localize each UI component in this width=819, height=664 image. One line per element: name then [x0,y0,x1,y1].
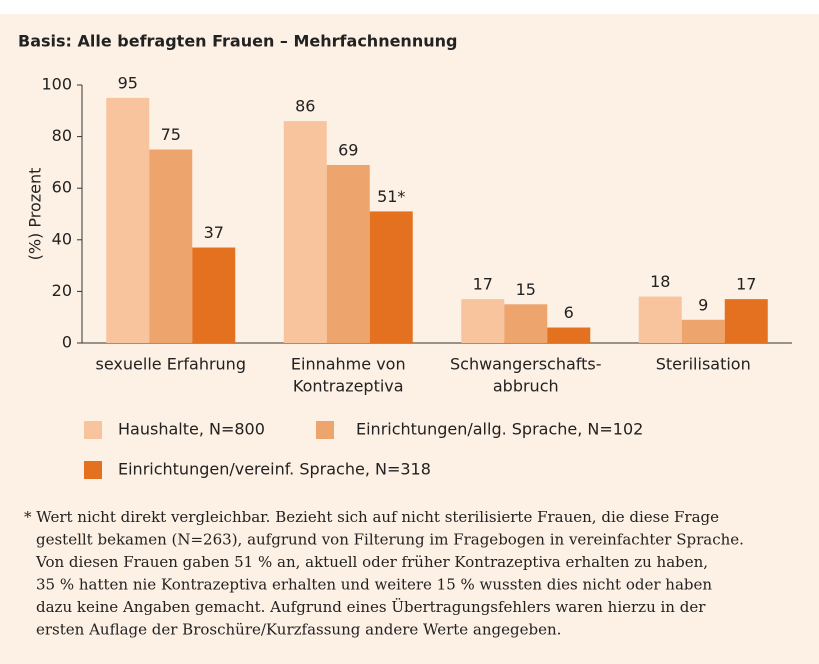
legend-label: Haushalte, N=800 [118,420,265,439]
bar [369,211,413,343]
y-tick-label: 20 [52,281,72,300]
bar [724,299,768,343]
bar [461,299,505,343]
data-label: 15 [516,280,536,299]
bar [504,304,548,343]
data-label: 9 [698,295,708,314]
footnote: 35 % hatten nie Kontrazeptiva erhalten u… [36,576,712,594]
data-label: 17 [736,275,756,294]
data-label: 17 [473,275,493,294]
bar [681,319,725,343]
legend-swatch [84,421,102,439]
bar [149,149,193,343]
footnote: dazu keine Angaben gemacht. Aufgrund ein… [36,598,706,616]
footnote: Von diesen Frauen gaben 51 % an, aktuell… [35,553,708,571]
y-tick-label: 60 [52,178,72,197]
footnote: gestellt bekamen (N=263), aufgrund von F… [36,531,744,549]
y-tick-label: 0 [62,333,72,352]
data-label: 6 [564,303,574,322]
y-tick-label: 40 [52,229,72,248]
footnote: * Wert nicht direkt vergleichbar. Bezieh… [24,508,719,526]
legend-label: Einrichtungen/vereinf. Sprache, N=318 [118,460,431,479]
data-label: 37 [204,223,224,242]
y-axis-label: (%) Prozent [26,168,45,261]
bar [283,121,327,344]
legend-swatch [316,421,334,439]
x-tick-label: abbruch [493,377,559,396]
bar [638,296,682,343]
legend-label: Einrichtungen/allg. Sprache, N=102 [356,420,643,439]
data-label: 86 [295,97,315,116]
x-tick-label: Kontrazeptiva [293,377,404,396]
data-label: 95 [118,73,138,92]
bar [192,247,236,343]
y-tick-label: 100 [41,75,72,94]
x-tick-label: sexuelle Erfahrung [96,355,246,374]
chart-title: Basis: Alle befragten Frauen – Mehrfachn… [18,32,457,51]
bar [547,327,591,343]
data-label: 69 [338,140,358,159]
data-label: 51* [377,187,405,206]
data-label: 75 [161,125,181,144]
bar [106,97,150,344]
legend-swatch [84,461,102,479]
bar [326,164,370,343]
x-tick-label: Schwangerschafts- [450,355,602,374]
x-tick-label: Sterilisation [656,355,751,374]
x-tick-label: Einnahme von [291,355,406,374]
data-label: 18 [650,272,670,291]
footnote: ersten Auflage der Broschüre/Kurzfassung… [36,621,561,639]
y-tick-label: 80 [52,126,72,145]
